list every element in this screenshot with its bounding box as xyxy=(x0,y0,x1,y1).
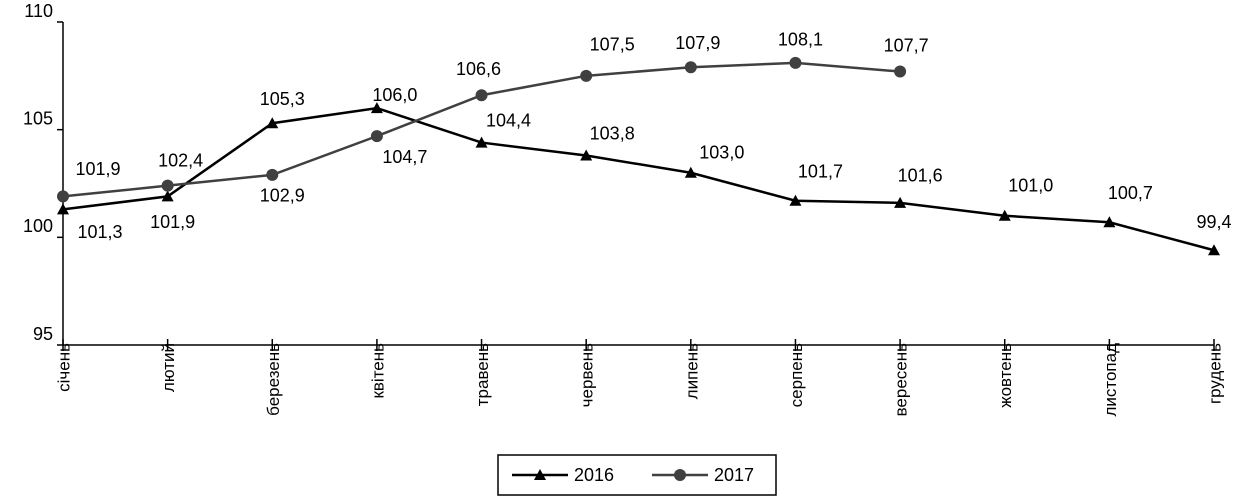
data-label: 102,9 xyxy=(260,186,305,206)
data-label: 107,5 xyxy=(590,35,635,55)
x-tick-label: червень xyxy=(578,343,597,407)
x-tick-label: лютий xyxy=(159,343,178,392)
triangle-marker xyxy=(266,117,279,129)
data-label: 101,3 xyxy=(77,222,122,242)
triangle-marker xyxy=(789,194,802,206)
triangle-marker xyxy=(894,196,907,208)
legend-label: 2016 xyxy=(574,465,614,485)
x-tick-label: квітень xyxy=(368,343,387,399)
data-label: 101,6 xyxy=(898,166,943,186)
y-tick-label: 95 xyxy=(33,324,53,344)
x-tick-label: жовтень xyxy=(996,343,1015,408)
circle-marker xyxy=(370,130,383,143)
data-label: 101,9 xyxy=(150,212,195,232)
data-label: 101,9 xyxy=(75,159,120,179)
legend-label: 2017 xyxy=(714,465,754,485)
y-tick-label: 110 xyxy=(24,1,53,21)
data-label: 106,0 xyxy=(372,85,417,105)
triangle-marker xyxy=(1103,216,1116,228)
circle-marker xyxy=(674,469,686,481)
x-tick-label: травень xyxy=(473,343,492,406)
triangle-marker xyxy=(580,149,593,161)
x-tick-label: грудень xyxy=(1205,343,1224,404)
series-line xyxy=(62,61,901,198)
triangle-marker xyxy=(57,203,69,215)
circle-marker xyxy=(580,69,593,82)
x-tick-label: липень xyxy=(682,343,701,399)
legend-box xyxy=(497,454,777,496)
y-tick-label: 105 xyxy=(23,108,53,128)
triangle-marker xyxy=(370,102,383,114)
data-label: 104,4 xyxy=(486,110,531,130)
triangle-marker xyxy=(684,166,697,178)
x-tick-label: листопад xyxy=(1101,343,1120,417)
circle-marker xyxy=(894,65,907,78)
data-label: 103,8 xyxy=(590,123,635,143)
data-label: 100,7 xyxy=(1108,183,1153,203)
data-label: 103,0 xyxy=(699,142,744,162)
triangle-marker xyxy=(998,209,1011,221)
data-label: 106,6 xyxy=(456,59,501,79)
data-label: 104,7 xyxy=(382,147,427,167)
x-tick-label: березень xyxy=(264,343,283,416)
series-line xyxy=(62,106,1215,252)
data-label: 99,4 xyxy=(1196,212,1231,232)
circle-marker xyxy=(266,168,279,181)
data-label: 102,4 xyxy=(158,150,203,170)
data-label: 107,7 xyxy=(884,35,929,55)
circle-marker xyxy=(475,89,488,102)
y-tick-label: 100 xyxy=(23,216,53,236)
data-label: 107,9 xyxy=(675,33,720,53)
data-label: 108,1 xyxy=(778,30,823,50)
triangle-marker xyxy=(534,469,546,480)
triangle-marker xyxy=(1208,244,1220,256)
circle-marker xyxy=(789,56,802,69)
circle-marker xyxy=(684,61,697,74)
circle-marker xyxy=(161,179,174,192)
data-label: 101,7 xyxy=(798,161,843,181)
x-tick-label: серпень xyxy=(787,343,806,407)
triangle-marker xyxy=(475,136,488,148)
triangle-marker xyxy=(161,190,174,202)
x-tick-label: січень xyxy=(54,343,73,392)
x-tick-label: вересень xyxy=(892,343,911,417)
data-label: 105,3 xyxy=(260,89,305,109)
data-label: 101,0 xyxy=(1008,176,1053,196)
circle-marker xyxy=(57,190,69,203)
